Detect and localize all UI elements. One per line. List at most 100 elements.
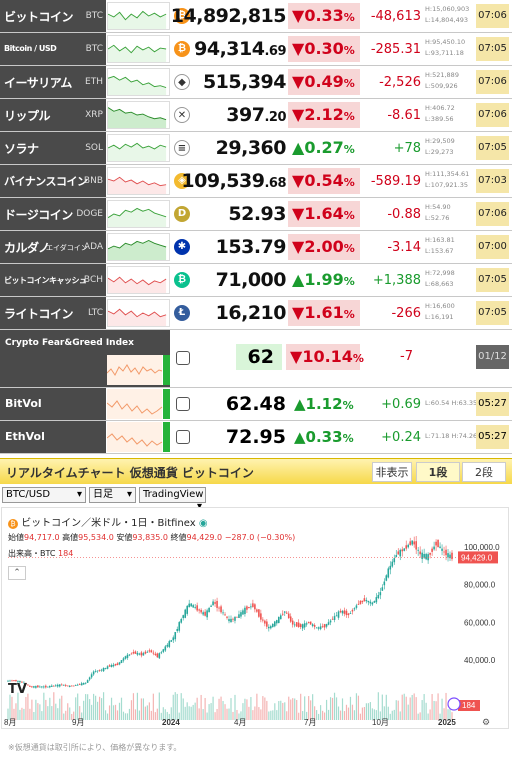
candle-body xyxy=(291,620,294,625)
ticker-row-ltc[interactable]: ライトコイン LTC Ł 16,210 ▼1.61% -266 H:16,600 L:16,1… xyxy=(0,297,512,330)
ticker-price: 52.93 xyxy=(228,203,286,225)
bnb-icon: ◈ xyxy=(174,173,190,189)
volume-bar xyxy=(15,703,17,720)
period-select[interactable]: 日足 ▾ xyxy=(89,487,136,503)
vol-row-bitvol[interactable]: BitVol 62.48 ▲1.12% +0.69 L:60.54 H:63.3… xyxy=(0,388,512,421)
volume-bar xyxy=(256,693,258,720)
volume-bar xyxy=(224,704,226,720)
ticker-row-xrp[interactable]: リップル XRP ✕ 397.20 ▼2.12% -8.61 H:406.72 L:389.5… xyxy=(0,99,512,132)
candle-body xyxy=(39,686,41,688)
ticker-sparkline xyxy=(107,35,170,63)
candle-body xyxy=(250,606,252,608)
candle-body xyxy=(361,600,364,603)
ticker-time: 07:05 xyxy=(476,136,509,160)
candle-body xyxy=(234,616,236,621)
candle-body xyxy=(439,546,441,548)
volume-bar xyxy=(212,696,214,720)
candle-body xyxy=(29,686,31,687)
ticker-sparkline xyxy=(107,299,170,327)
candle-body xyxy=(409,541,411,545)
ticker-price-int: 71,000 xyxy=(215,269,287,291)
volume-bar xyxy=(286,711,288,720)
candle-body xyxy=(60,684,63,686)
fear-greed-row[interactable]: Crypto Fear&Greed Index 62 ▼10.14% -7 01… xyxy=(0,330,512,388)
volume-bar xyxy=(136,692,139,720)
candle-body xyxy=(449,554,451,559)
y-tick-label: 100,000.0 xyxy=(464,543,500,552)
ticker-row-sol[interactable]: ソラナ SOL ≡ 29,360 ▲0.27% +78 H:29,509 L:29,273 07… xyxy=(0,132,512,165)
ticker-price-dec: .20 xyxy=(264,110,286,125)
candle-body xyxy=(62,684,65,686)
ticker-pct-value: 0.33 xyxy=(304,6,344,25)
volume-bar xyxy=(198,708,200,720)
ticker-row-ada[interactable]: カルダノ エイダコイン ADA ✱ 153.79 ▼2.00% -3.14 H:163.81 L… xyxy=(0,231,512,264)
chevron-down-icon: ▾ xyxy=(126,489,132,500)
assistant-icon xyxy=(447,697,461,711)
candle-body xyxy=(220,606,222,613)
tab-two-rows[interactable]: 2段 xyxy=(462,462,506,482)
ticker-row-btc[interactable]: Bitcoin / USD BTC ₿ 94,314.69 ▼0.30% -285.31 H… xyxy=(0,33,512,66)
volume-bar xyxy=(411,694,413,720)
ticker-high-low: H:521,889 L:509,926 xyxy=(425,70,475,92)
pair-select[interactable]: BTC/USD ▾ xyxy=(2,487,86,503)
ticker-price-dec: .69 xyxy=(264,44,286,59)
ticker-low: L:153.67 xyxy=(425,247,454,255)
vol-row-ethvol[interactable]: EthVol 72.95 ▲0.33% +0.24 L:71.18 H:74.2… xyxy=(0,421,512,454)
volume-bar xyxy=(429,709,431,720)
volume-bar xyxy=(11,696,13,720)
candle-body xyxy=(397,551,400,555)
candle-body xyxy=(7,680,9,682)
candle-body xyxy=(260,613,262,620)
ticker-name: バイナンスコイン xyxy=(4,175,88,188)
open-label: 始値 xyxy=(8,533,24,542)
candle-body xyxy=(104,668,107,669)
ticker-row-doge[interactable]: ドージコイン DOGE D 52.93 ▼1.64% -0.88 H:54.90 L:52.7… xyxy=(0,198,512,231)
ticker-price: 29,360 xyxy=(216,137,287,159)
ticker-row-btc[interactable]: ビットコイン BTC ₿ 14,892,815 ▼0.33% -48,613 H:15,06… xyxy=(0,0,512,33)
candle-body xyxy=(226,616,228,618)
high-value: 95,534.0 xyxy=(78,533,114,542)
chart-canvas[interactable]: 100,000.0 80,000.0 60,000.0 40,000.0 94,429.… xyxy=(2,508,510,730)
ticker-symbol: ETH xyxy=(85,77,103,87)
ticker-time: 07:06 xyxy=(476,70,509,94)
candle-body xyxy=(170,640,173,642)
ticker-name-cell: イーサリアム ETH xyxy=(0,66,106,98)
volume-bar xyxy=(405,696,407,720)
price-chart[interactable]: 100,000.0 80,000.0 60,000.0 40,000.0 94,429.… xyxy=(1,507,509,729)
candle-body xyxy=(140,652,143,656)
candle-body xyxy=(289,616,292,622)
volume-bar xyxy=(166,711,168,720)
tab-one-row[interactable]: 1段 xyxy=(416,462,460,482)
ticker-high-low: H:95,450.10 L:93,711.18 xyxy=(425,37,475,59)
source-select[interactable]: TradingView ▾ xyxy=(139,487,206,512)
candle-body xyxy=(154,653,157,655)
candle-body xyxy=(256,609,258,612)
settings-gear-icon: ⚙ xyxy=(482,718,490,728)
ticker-row-eth[interactable]: イーサリアム ETH ◆ 515,394 ▼0.49% -2,526 H:521,889 L:… xyxy=(0,66,512,99)
volume-bar xyxy=(218,698,220,720)
volume-bar xyxy=(154,712,156,720)
volume-bar xyxy=(204,697,206,720)
x-tick-label: 4月 xyxy=(234,718,246,727)
ticker-row-bnb[interactable]: バイナンスコイン BNB ◈ 109,539.68 ▼0.54% -589.19 H:111… xyxy=(0,165,512,198)
ticker-row-bch[interactable]: ビットコインキャッシュ BCH ₿ 71,000 ▲1.99% +1,388 H:72,99… xyxy=(0,264,512,297)
candle-body xyxy=(158,653,161,659)
tab-hide[interactable]: 非表示 xyxy=(372,462,412,482)
volume-bar xyxy=(260,709,262,720)
candle-body xyxy=(357,603,360,605)
ticker-symbol: BTC xyxy=(85,11,103,21)
volume-bar xyxy=(83,700,85,720)
volume-bar xyxy=(333,692,336,720)
x-tick-label: 8月 xyxy=(4,718,16,727)
ticker-pct: ▼0.30% xyxy=(288,36,360,62)
candle-body xyxy=(13,680,15,681)
volume-bar xyxy=(361,707,364,720)
collapse-legend-button[interactable]: ⌃ xyxy=(8,566,26,580)
volume-bar xyxy=(19,709,21,720)
volume-bar xyxy=(120,697,123,720)
chart-panel-title: リアルタイムチャート 仮想通貨 ビットコイン xyxy=(6,466,254,480)
candle-body xyxy=(393,558,396,563)
volume-bar xyxy=(29,708,31,720)
candle-body xyxy=(236,616,238,618)
volume-bar xyxy=(146,705,148,720)
